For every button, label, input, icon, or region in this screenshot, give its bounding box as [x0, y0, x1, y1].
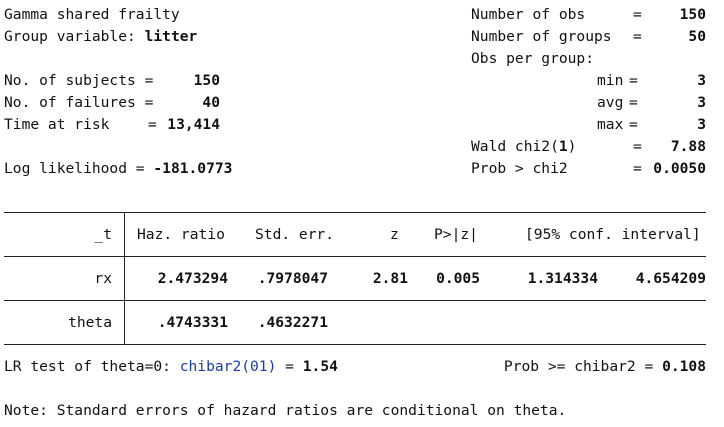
prob-chi2-value: 0.0050 — [653, 160, 706, 177]
max-equals: = — [629, 116, 638, 133]
wald-value: 7.88 — [670, 138, 706, 155]
wald-df: 1 — [558, 138, 568, 155]
avg-label: avg — [597, 94, 624, 111]
ngroups-value: 50 — [688, 28, 706, 45]
theta-haz-ratio: .4743331 — [157, 314, 228, 331]
previous-output-fragment — [5, 0, 95, 3]
wald-close: ) — [567, 138, 577, 155]
prob-chi2-equals: = — [633, 160, 642, 177]
failures-label: No. of failures = — [4, 94, 154, 111]
risk-label: Time at risk — [4, 116, 110, 133]
row-label-rx: rx — [94, 270, 112, 287]
lr-test-label: LR test of theta=0: — [4, 358, 180, 375]
model-title: Gamma shared frailty — [4, 6, 180, 23]
subjects-value: 150 — [193, 72, 220, 89]
risk-equals: = — [148, 116, 157, 133]
rx-z: 2.81 — [372, 270, 408, 287]
rx-ci-lower: 1.314334 — [527, 270, 598, 287]
theta-std-err: .4632271 — [257, 314, 328, 331]
lr-prob-value: 0.108 — [662, 358, 706, 375]
column-header-z: z — [390, 226, 399, 243]
lr-test-equals: = — [276, 358, 303, 375]
wald-equals: = — [633, 138, 642, 155]
min-equals: = — [629, 72, 638, 89]
lr-test-value: 1.54 — [302, 358, 338, 375]
table-row-rule — [4, 300, 706, 301]
subjects-label: No. of subjects = — [4, 72, 154, 89]
group-variable-value: litter — [144, 28, 198, 45]
risk-value: 13,414 — [167, 116, 220, 133]
row-label-theta: theta — [68, 314, 112, 331]
ngroups-label: Number of groups — [471, 28, 612, 45]
max-label: max — [597, 116, 624, 133]
chibar2-link[interactable]: chibar2(01) — [179, 358, 277, 375]
avg-equals: = — [629, 94, 638, 111]
loglik-label: Log likelihood = — [4, 160, 154, 177]
prob-chi2-label: Prob > chi2 — [471, 160, 568, 177]
wald-label-line: Wald chi2(1) — [471, 138, 576, 156]
column-header-haz-ratio: Haz. ratio — [137, 226, 225, 243]
column-header-var: _t — [94, 226, 112, 243]
ngroups-equals: = — [633, 28, 642, 45]
table-bottom-rule — [4, 344, 706, 345]
footnote: Note: Standard errors of hazard ratios a… — [4, 402, 567, 419]
loglik-line: Log likelihood = -181.0773 — [4, 160, 232, 178]
nobs-equals: = — [633, 6, 642, 23]
column-header-p-value: P>|z| — [434, 226, 478, 243]
lr-test-line: LR test of theta=0: chibar2(01) = 1.54 — [4, 358, 338, 376]
lr-prob-label: Prob >= chibar2 = — [503, 358, 663, 375]
failures-value: 40 — [202, 94, 220, 111]
group-variable-line: Group variable: litter — [4, 28, 197, 46]
loglik-value: -181.0773 — [153, 160, 233, 177]
nobs-value: 150 — [679, 6, 706, 23]
table-header-rule — [4, 256, 706, 257]
min-value: 3 — [697, 72, 706, 89]
rx-haz-ratio: 2.473294 — [157, 270, 228, 287]
rx-p-value: 0.005 — [436, 270, 480, 287]
table-column-divider — [124, 212, 125, 344]
wald-label: Wald chi2( — [471, 138, 559, 155]
group-variable-label: Group variable: — [4, 28, 145, 45]
table-top-rule — [4, 212, 706, 213]
column-header-std-err: Std. err. — [255, 226, 335, 243]
nobs-label: Number of obs — [471, 6, 586, 23]
column-header-conf-interval: [95% conf. interval] — [525, 226, 701, 243]
lr-prob-line: Prob >= chibar2 = 0.108 — [440, 358, 706, 376]
rx-ci-upper: 4.654209 — [635, 270, 706, 287]
max-value: 3 — [697, 116, 706, 133]
min-label: min — [597, 72, 624, 89]
obs-per-group-label: Obs per group: — [471, 50, 595, 67]
avg-value: 3 — [697, 94, 706, 111]
rx-std-err: .7978047 — [257, 270, 328, 287]
